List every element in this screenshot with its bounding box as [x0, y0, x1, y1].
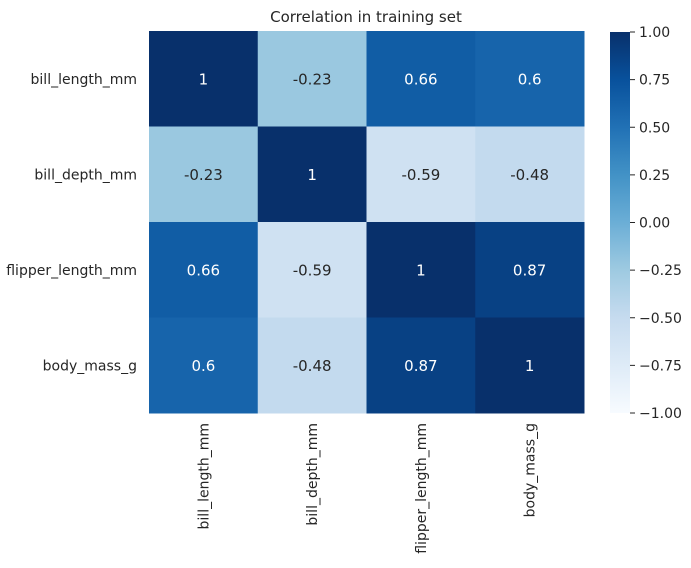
heatmap-cell [475, 222, 585, 318]
colorbar-tick-label: 0.00 [639, 216, 670, 232]
colorbar-tick-label: −0.75 [639, 358, 682, 374]
cell-annotation: -0.59 [293, 261, 332, 279]
heatmap-cell [149, 31, 259, 127]
colorbar-tick-label: −1.00 [639, 406, 682, 422]
heatmap-cell [475, 31, 585, 127]
cell-annotation: -0.48 [293, 357, 332, 375]
heatmap-cell [149, 222, 259, 318]
colorbar [610, 32, 630, 413]
chart-title: Correlation in training set [270, 8, 462, 26]
heatmap-cell [257, 126, 367, 223]
cell-annotation: 0.6 [191, 357, 215, 375]
x-tick-label: bill_length_mm [196, 423, 212, 529]
cell-annotation: 1 [416, 261, 426, 279]
heatmap-cell [475, 126, 585, 223]
heatmap-cell [366, 126, 476, 223]
y-tick-label: bill_length_mm [31, 72, 137, 88]
cell-annotation: 1 [199, 70, 209, 88]
cell-annotation: 0.87 [513, 261, 546, 279]
heatmap-cell [257, 317, 367, 414]
x-tick-label: body_mass_g [523, 423, 539, 517]
cell-annotation: 1 [307, 166, 317, 184]
cell-annotation: 0.6 [518, 70, 542, 88]
cell-annotation: -0.23 [184, 166, 223, 184]
colorbar-tick-label: 1.00 [639, 25, 670, 41]
heatmap-cell [366, 317, 476, 414]
colorbar-tick-label: −0.50 [639, 311, 682, 327]
colorbar-tick-label: 0.25 [639, 168, 670, 184]
cell-annotation: 0.66 [187, 261, 220, 279]
cell-annotation: -0.59 [401, 166, 440, 184]
cell-annotation: 0.87 [404, 357, 437, 375]
heatmap-annotations: 1 -0.23 0.66 0.6 -0.23 1 -0.59 -0.48 0.66 -0.59 1 0… [184, 70, 549, 375]
colorbar-tick-label: −0.25 [639, 263, 682, 279]
heatmap-cell [366, 31, 476, 127]
cell-annotation: 1 [525, 357, 535, 375]
y-tick-label: bill_depth_mm [34, 167, 137, 183]
cell-annotation: -0.23 [293, 70, 332, 88]
colorbar-tick-label: 0.50 [639, 120, 670, 136]
y-tick-label: flipper_length_mm [6, 263, 137, 279]
x-tick-label: bill_depth_mm [305, 423, 321, 526]
cell-annotation: 0.66 [404, 70, 437, 88]
colorbar-ticks: 1.00 0.75 0.50 0.25 0.00 −0.25 −0.50 −0.75 −1.00 [630, 25, 682, 422]
heatmap-cell [149, 317, 259, 414]
heatmap-cell [257, 222, 367, 318]
heatmap-cell [257, 31, 367, 127]
heatmap-cell [366, 222, 476, 318]
cell-annotation: -0.48 [510, 166, 549, 184]
x-tick-label: flipper_length_mm [414, 423, 430, 554]
y-tick-labels: bill_length_mm bill_depth_mm flipper_lengt… [6, 72, 137, 375]
heatmap-cell [149, 126, 259, 223]
x-tick-labels: bill_length_mm bill_depth_mm flipper_lengt… [196, 423, 538, 554]
heatmap-cells [149, 31, 585, 414]
y-tick-label: body_mass_g [43, 358, 137, 374]
colorbar-tick-label: 0.75 [639, 73, 670, 89]
heatmap-cell [475, 317, 585, 414]
